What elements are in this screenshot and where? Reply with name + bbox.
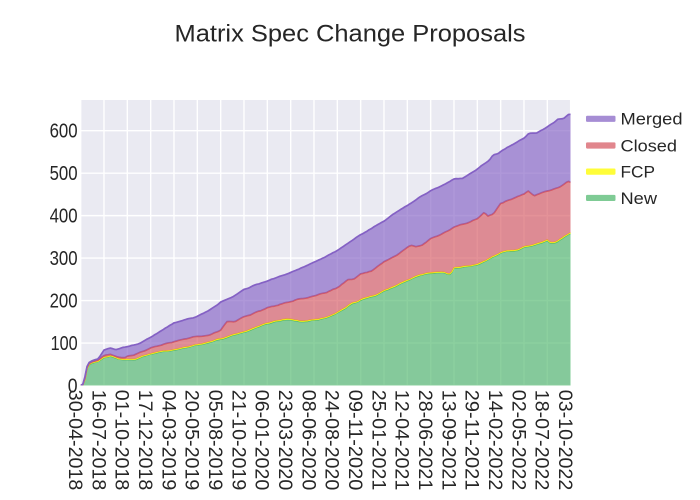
svg-text:25-01-2021: 25-01-2021	[367, 390, 388, 491]
svg-text:29-11-2021: 29-11-2021	[461, 390, 482, 491]
svg-text:Closed: Closed	[621, 136, 678, 155]
svg-text:04-03-2019: 04-03-2019	[157, 390, 178, 491]
svg-text:500: 500	[50, 163, 78, 185]
svg-text:09-11-2020: 09-11-2020	[344, 390, 365, 491]
svg-text:100: 100	[51, 333, 78, 355]
svg-text:600: 600	[50, 121, 78, 143]
svg-text:400: 400	[50, 206, 78, 228]
svg-text:17-12-2018: 17-12-2018	[134, 390, 155, 491]
svg-text:14-02-2022: 14-02-2022	[484, 390, 505, 491]
svg-text:13-09-2021: 13-09-2021	[437, 390, 458, 491]
svg-text:01-10-2018: 01-10-2018	[111, 390, 132, 491]
svg-text:20-05-2019: 20-05-2019	[181, 390, 202, 491]
svg-text:12-04-2021: 12-04-2021	[391, 390, 412, 491]
svg-text:02-05-2022: 02-05-2022	[507, 390, 528, 491]
svg-text:300: 300	[50, 248, 78, 270]
svg-text:200: 200	[50, 291, 78, 313]
svg-text:28-06-2021: 28-06-2021	[414, 390, 435, 491]
svg-text:Merged: Merged	[621, 110, 683, 129]
svg-text:23-03-2020: 23-03-2020	[274, 390, 295, 491]
svg-text:FCP: FCP	[621, 163, 656, 182]
svg-text:Matrix Spec Change Proposals: Matrix Spec Change Proposals	[175, 21, 526, 48]
svg-text:03-10-2022: 03-10-2022	[554, 390, 575, 491]
svg-text:05-08-2019: 05-08-2019	[204, 390, 225, 491]
svg-text:0: 0	[68, 376, 78, 398]
svg-text:16-07-2018: 16-07-2018	[87, 390, 108, 491]
svg-text:21-10-2019: 21-10-2019	[227, 390, 248, 491]
svg-text:06-01-2020: 06-01-2020	[251, 390, 272, 491]
svg-text:08-06-2020: 08-06-2020	[297, 390, 318, 491]
svg-text:30-04-2018: 30-04-2018	[64, 390, 85, 491]
svg-text:24-08-2020: 24-08-2020	[321, 390, 342, 491]
svg-text:New: New	[621, 189, 658, 208]
svg-text:18-07-2022: 18-07-2022	[531, 390, 552, 491]
